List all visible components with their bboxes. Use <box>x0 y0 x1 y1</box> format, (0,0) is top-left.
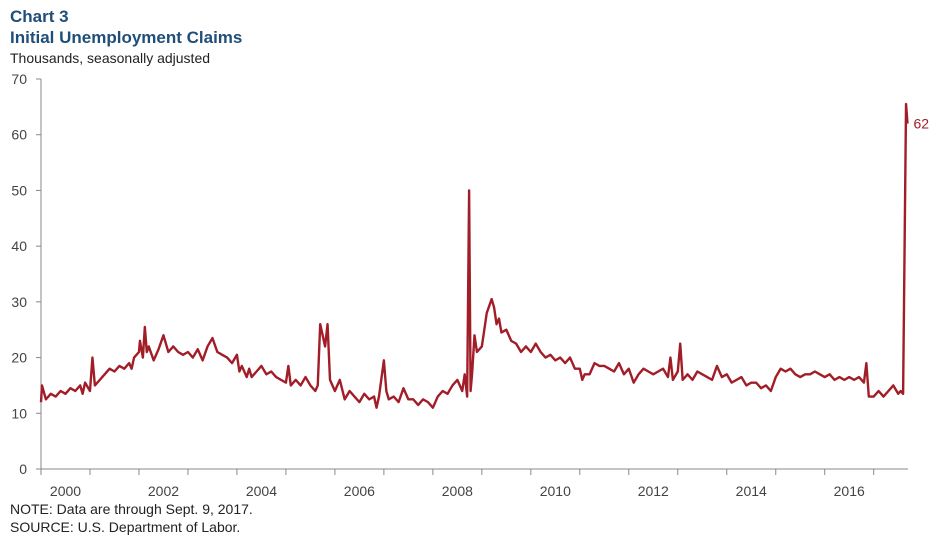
y-axis-label: Thousands, seasonally adjusted <box>10 50 210 66</box>
y-tick-label: 20 <box>11 350 27 366</box>
y-tick-label: 50 <box>11 182 27 198</box>
y-tick-label: 40 <box>11 238 27 254</box>
x-tick-label: 2004 <box>246 483 277 499</box>
y-tick-label: 0 <box>19 461 27 477</box>
x-tick-label: 2010 <box>540 483 571 499</box>
x-tick-label: 2002 <box>148 483 179 499</box>
y-tick-label: 30 <box>11 294 27 310</box>
y-tick-label: 60 <box>11 127 27 143</box>
line-series <box>39 102 909 409</box>
x-tick-label: 2014 <box>736 483 767 499</box>
source: SOURCE: U.S. Department of Labor. <box>10 519 240 535</box>
x-tick-label: 2006 <box>344 483 375 499</box>
x-tick-label: 2008 <box>442 483 473 499</box>
chart-title: Chart 3 <box>10 7 69 26</box>
chart-subtitle: Initial Unemployment Claims <box>10 28 242 47</box>
end-label: 62 <box>914 116 930 132</box>
y-tick-label: 70 <box>11 71 27 87</box>
y-tick-label: 10 <box>11 405 27 421</box>
x-tick-label: 2000 <box>50 483 81 499</box>
plot: 0 10 20 30 40 50 60 70 2000 2002 2004 2006 2008 2010 2… <box>11 71 929 499</box>
x-tick-label: 2016 <box>834 483 865 499</box>
note: NOTE: Data are through Sept. 9, 2017. <box>10 501 253 517</box>
x-tick-label: 2012 <box>638 483 669 499</box>
